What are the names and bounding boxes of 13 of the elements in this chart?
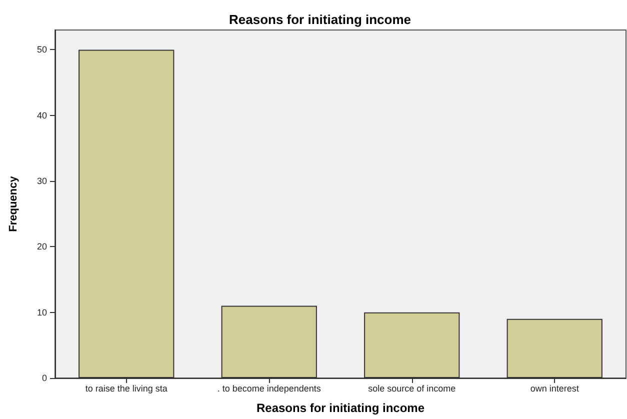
y-tick-label: 0 (42, 373, 47, 383)
y-tick-label: 40 (36, 110, 47, 120)
x-tick-label: . to become independents (217, 384, 322, 394)
y-tick-label: 50 (36, 44, 47, 55)
x-tick-label: to raise the living sta (85, 384, 168, 394)
x-tick-label: own interest (530, 384, 580, 394)
y-tick-label: 20 (36, 242, 47, 252)
x-axis-title: Reasons for initiating income (256, 401, 425, 415)
y-axis-title: Frequency (8, 175, 20, 232)
y-tick-label: 30 (36, 176, 47, 186)
x-tick-label: sole source of income (368, 384, 456, 394)
chart-title: Reasons for initiating income (228, 12, 412, 27)
y-tick-label: 10 (36, 307, 47, 318)
